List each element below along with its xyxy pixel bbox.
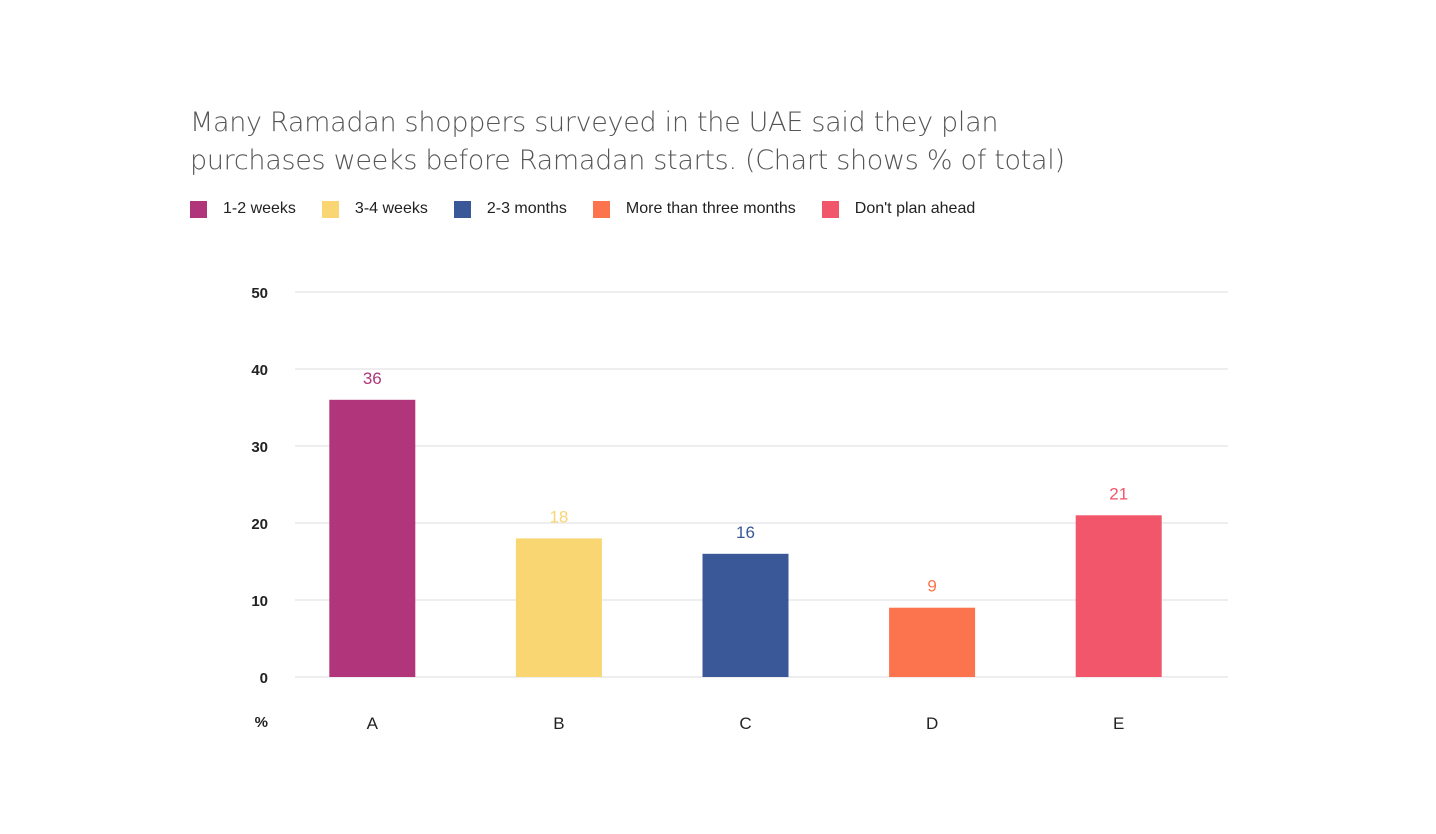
x-tick-label: B (553, 714, 564, 733)
data-label: 18 (549, 507, 568, 526)
legend-item-1-2-weeks: 1-2 weeks (190, 200, 296, 218)
legend-label: More than three months (625, 200, 796, 217)
legend-swatch (592, 200, 610, 218)
y-tick-label: 40 (251, 362, 268, 379)
legend-swatch (321, 200, 339, 218)
chart-title-line-1: Many Ramadan shoppers surveyed in the UA… (190, 107, 999, 138)
bar-a (329, 399, 416, 677)
legend-label: 1-2 weeks (223, 200, 296, 217)
legend-item-2-3-months: 2-3 months (453, 200, 567, 218)
y-tick-label: 30 (251, 439, 268, 456)
legend-swatch (821, 200, 839, 218)
y-axis-unit-label: % (255, 714, 268, 731)
legend-label: 3-4 weeks (354, 200, 428, 217)
bar-c (702, 553, 789, 677)
bar-b (515, 538, 602, 677)
data-label: 21 (1109, 484, 1128, 503)
data-label: 9 (927, 577, 936, 596)
legend-swatch (190, 200, 207, 218)
chart-title: Many Ramadan shoppers surveyed in the UA… (190, 104, 1090, 180)
legend-item-3-4-weeks: 3-4 weeks (321, 200, 428, 218)
legend-swatch (453, 200, 471, 218)
legend-item-dont-plan-ahead: Don't plan ahead (821, 200, 976, 218)
legend-label: Don't plan ahead (854, 200, 976, 217)
x-tick-label: E (1113, 714, 1124, 733)
x-tick-label: D (926, 714, 938, 733)
data-label: 16 (736, 523, 755, 542)
y-tick-label: 50 (251, 285, 268, 302)
chart-legend: 1-2 weeks 3-4 weeks 2-3 months More than… (190, 198, 1001, 220)
y-tick-label: 10 (251, 593, 268, 610)
chart-title-line-2: purchases weeks before Ramadan starts. (… (190, 145, 1065, 176)
x-tick-label: C (739, 714, 751, 733)
legend-label: 2-3 months (486, 200, 567, 217)
bar-e (1075, 515, 1162, 677)
bar-d (889, 607, 976, 677)
y-tick-label: 0 (260, 670, 268, 687)
data-label: 36 (363, 369, 382, 388)
y-tick-label: 20 (251, 516, 268, 533)
legend-item-more-than-three-months: More than three months (592, 200, 796, 218)
x-tick-label: A (367, 714, 379, 733)
